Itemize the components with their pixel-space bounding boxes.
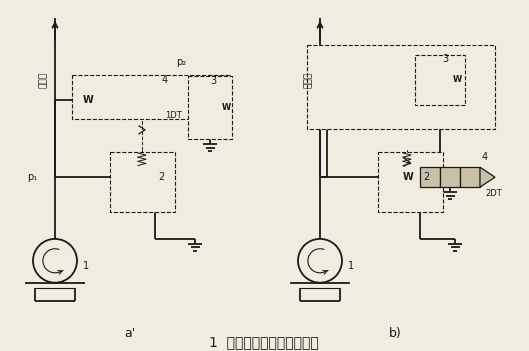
Text: 2: 2 bbox=[423, 172, 429, 182]
Text: W: W bbox=[453, 75, 462, 84]
Text: 1: 1 bbox=[83, 261, 89, 271]
Bar bbox=[201, 91, 219, 125]
Text: 2DT: 2DT bbox=[485, 189, 501, 198]
Bar bbox=[72, 75, 230, 119]
Bar bbox=[395, 168, 420, 186]
Bar bbox=[307, 45, 495, 130]
Text: 1: 1 bbox=[348, 261, 354, 271]
Bar bbox=[420, 167, 440, 187]
Text: W: W bbox=[83, 94, 94, 105]
Bar bbox=[429, 69, 451, 91]
Bar bbox=[398, 186, 417, 198]
Text: a': a' bbox=[124, 327, 135, 340]
Text: 3: 3 bbox=[210, 75, 216, 86]
Bar bbox=[440, 167, 460, 187]
Text: 主系统: 主系统 bbox=[304, 72, 313, 88]
Bar bbox=[460, 167, 480, 187]
Bar bbox=[415, 55, 465, 105]
Text: 2: 2 bbox=[158, 172, 164, 182]
Text: b): b) bbox=[389, 327, 402, 340]
Bar bbox=[130, 168, 155, 186]
Text: p₁: p₁ bbox=[27, 172, 37, 182]
Bar bbox=[100, 90, 120, 110]
Text: 1DT: 1DT bbox=[165, 112, 182, 120]
Bar bbox=[140, 90, 160, 110]
Text: 4: 4 bbox=[482, 152, 488, 162]
Polygon shape bbox=[480, 167, 495, 187]
Text: p₂: p₂ bbox=[176, 57, 186, 67]
Bar bbox=[120, 90, 140, 110]
Text: 主系统: 主系统 bbox=[39, 72, 48, 88]
Text: 3: 3 bbox=[442, 54, 448, 64]
Text: W: W bbox=[403, 172, 413, 182]
Bar bbox=[100, 90, 120, 100]
Bar bbox=[110, 152, 175, 212]
Bar bbox=[378, 152, 443, 212]
Bar bbox=[133, 186, 152, 198]
Text: 4: 4 bbox=[162, 75, 168, 85]
Bar bbox=[188, 76, 232, 139]
Polygon shape bbox=[160, 90, 175, 110]
Text: 1  双溢流阀式二级调压回路: 1 双溢流阀式二级调压回路 bbox=[209, 336, 319, 350]
Text: W: W bbox=[222, 103, 231, 112]
